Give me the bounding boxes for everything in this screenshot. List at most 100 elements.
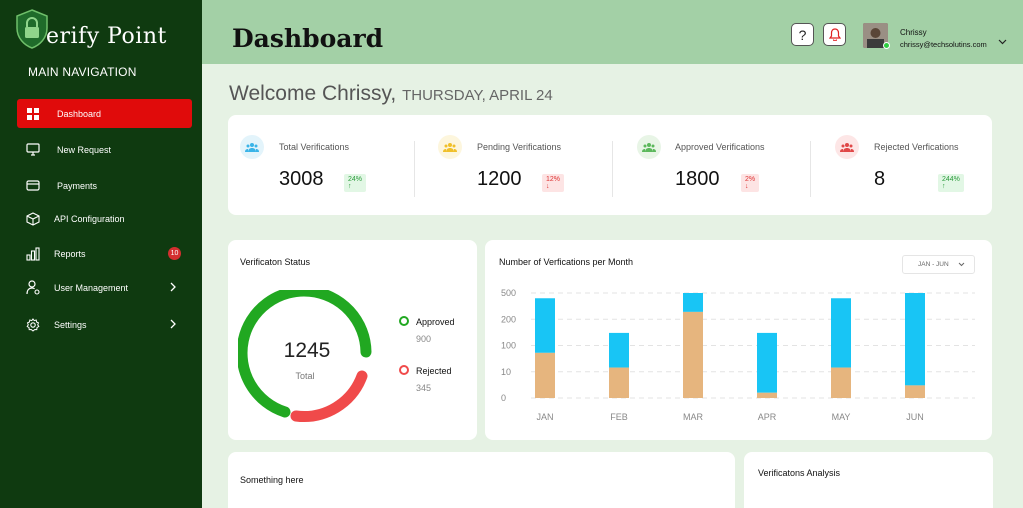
rejected-arc (290, 370, 368, 422)
chevron-right-icon (170, 282, 176, 292)
help-button[interactable]: ? (791, 23, 814, 46)
bar-segment-top (535, 298, 555, 353)
stat-label: Approved Verifications (675, 142, 765, 152)
verification-status-card: Verificaton Status 1245 Total Approved 9… (228, 240, 477, 440)
bar-segment-base (905, 385, 925, 398)
status-donut-chart (238, 290, 372, 422)
card-title: Verificatons Analysis (758, 468, 841, 478)
top-header: Dashboard ? Chrissy chrissy@techsolutins… (202, 0, 1023, 64)
x-tick-label: MAY (832, 412, 851, 422)
monthly-verifications-card: Number of Verfications per Month JAN - J… (485, 240, 992, 440)
online-status-dot (883, 42, 890, 49)
sidebar-item-label: User Management (54, 282, 129, 293)
approved-legend-dot (399, 316, 409, 326)
bar-chart-icon (25, 246, 41, 262)
bar-segment-top (609, 332, 629, 368)
divider (414, 141, 415, 197)
date-range-value: JAN - JUN (918, 261, 949, 268)
sidebar: erify Point MAIN NAVIGATION Dashboard Ne… (0, 0, 202, 508)
card-title: Something here (240, 475, 304, 485)
brand-name: erify Point (46, 24, 167, 49)
users-icon (438, 135, 462, 159)
bar-segment-top (905, 293, 925, 386)
sidebar-item-api-configuration[interactable]: API Configuration (17, 204, 192, 233)
users-icon (240, 135, 264, 159)
chevron-right-icon (170, 319, 176, 329)
divider (810, 141, 811, 197)
page-title: Dashboard (232, 24, 384, 53)
legend-value: 900 (416, 334, 432, 344)
cube-icon (25, 211, 41, 227)
x-tick-label: JUN (906, 412, 924, 422)
donut-total-value: 1245 (283, 339, 331, 362)
sidebar-item-label: Payments (57, 180, 98, 191)
legend-value: 345 (416, 383, 432, 393)
date-range-select[interactable]: JAN - JUN (902, 255, 975, 274)
avatar[interactable] (863, 23, 888, 48)
welcome-message: Welcome Chrissy, THURSDAY, APRIL 24 (229, 82, 553, 106)
bar-segment-top (683, 293, 703, 312)
y-tick-label: 10 (501, 367, 511, 377)
chevron-down-icon (958, 262, 965, 267)
bar-segment-top (831, 298, 851, 368)
nav-heading: MAIN NAVIGATION (28, 65, 137, 79)
sidebar-item-label: Reports (54, 248, 86, 259)
user-name: Chrissy (900, 28, 927, 37)
bell-icon (828, 28, 841, 41)
welcome-greeting: Welcome Chrissy, (229, 82, 397, 105)
stat-label: Total Verifications (279, 142, 350, 152)
reports-count-badge: 10 (168, 247, 181, 260)
donut-total-label: Total (295, 371, 315, 381)
stat-change-badge: 12% ↓ (542, 174, 565, 192)
stat-change-badge: 24% ↑ (344, 174, 367, 192)
monitor-icon (25, 142, 41, 158)
gear-icon (25, 317, 41, 333)
sidebar-item-label: API Configuration (54, 213, 125, 224)
sidebar-item-user-management[interactable]: User Management (17, 273, 192, 302)
stat-value: 3008 (279, 168, 324, 190)
sidebar-item-dashboard[interactable]: Dashboard (17, 99, 192, 128)
sidebar-item-new-request[interactable]: New Request (17, 135, 192, 164)
x-tick-label: JAN (536, 412, 553, 422)
chevron-down-icon[interactable] (998, 39, 1007, 45)
user-email: chrissy@techsolutins.com (900, 40, 987, 49)
stat-value: 8 (874, 168, 886, 190)
sidebar-item-label: Settings (54, 319, 87, 330)
approved-arc (238, 290, 372, 418)
bar-segment-top (757, 332, 777, 393)
grid-icon (25, 106, 41, 122)
shield-logo-icon (16, 9, 48, 49)
x-tick-label: APR (758, 412, 777, 422)
card-title: Number of Verfications per Month (499, 257, 634, 267)
bar-segment-base (831, 367, 851, 398)
bar-segment-base (757, 392, 777, 398)
x-tick-label: FEB (610, 412, 628, 422)
divider (612, 141, 613, 197)
verifications-analysis-card: Verificatons Analysis (744, 452, 993, 508)
stat-label: Rejected Verfications (874, 142, 959, 152)
help-icon: ? (798, 26, 807, 43)
brand-logo[interactable]: erify Point (14, 8, 194, 52)
credit-card-icon (25, 178, 41, 194)
stats-card: Total Verifications 3008 24% ↑ Pending V… (228, 115, 992, 215)
sidebar-item-reports[interactable]: Reports 10 (17, 239, 192, 268)
card-title: Verificaton Status (240, 257, 311, 267)
stat-value: 1800 (675, 168, 720, 190)
bar-segment-base (683, 311, 703, 398)
stat-label: Pending Verifications (477, 142, 562, 152)
sidebar-item-settings[interactable]: Settings (17, 310, 192, 339)
y-tick-label: 500 (501, 288, 516, 298)
bar-segment-base (609, 367, 629, 398)
sidebar-item-label: Dashboard (57, 108, 102, 119)
y-tick-label: 200 (501, 314, 516, 324)
bar-segment-base (535, 352, 555, 398)
users-icon (835, 135, 859, 159)
legend-label: Approved (416, 317, 455, 327)
notifications-button[interactable] (823, 23, 846, 46)
user-gear-icon (25, 280, 41, 296)
welcome-date: THURSDAY, APRIL 24 (402, 87, 553, 104)
legend-label: Rejected (416, 366, 452, 376)
sidebar-item-payments[interactable]: Payments (17, 171, 192, 200)
something-here-card: Something here (228, 452, 735, 508)
rejected-legend-dot (399, 365, 409, 375)
